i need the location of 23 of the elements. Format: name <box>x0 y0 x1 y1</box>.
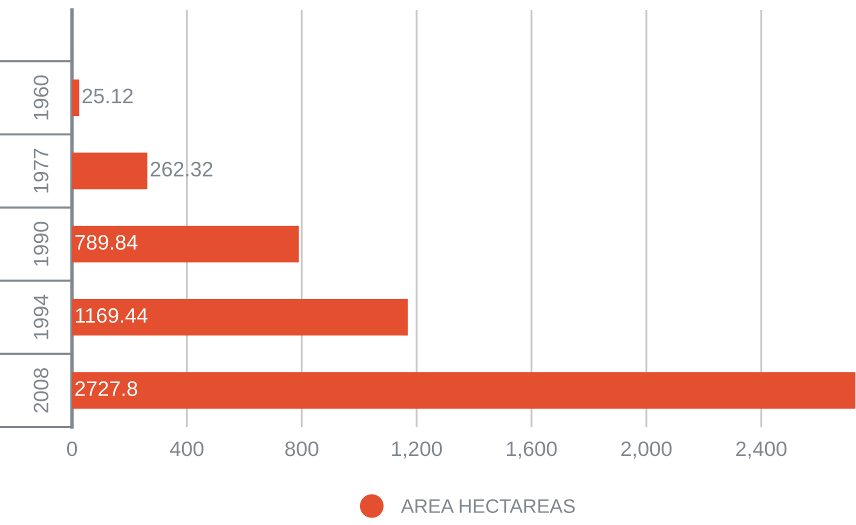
x-tick-label: 800 <box>285 441 318 456</box>
y-tick-label: 2008 <box>34 368 48 413</box>
legend-label: AREA HECTAREAS <box>400 499 575 513</box>
bar <box>72 298 408 336</box>
y-tick-label: 1977 <box>34 148 48 193</box>
x-tick-label: 0 <box>67 441 77 456</box>
x-tick-label: 2,000 <box>621 441 672 459</box>
x-tick-label: 1,600 <box>507 441 557 459</box>
y-tick-label: 1960 <box>34 75 48 120</box>
data-label: 25.12 <box>82 88 133 104</box>
x-tick-label: 400 <box>170 441 204 456</box>
x-tick-label: 1,200 <box>392 441 442 459</box>
bar <box>72 152 148 190</box>
bar <box>72 226 299 262</box>
y-tick-label: 1990 <box>34 222 48 266</box>
data-label: 262.32 <box>150 162 212 177</box>
bar <box>72 80 80 116</box>
data-label: 789.84 <box>75 234 138 250</box>
x-tick-label: 2,400 <box>736 441 786 459</box>
y-tick-label: 1994 <box>34 294 48 339</box>
data-label: 2727.8 <box>75 381 138 396</box>
data-label: 1169.44 <box>76 308 148 323</box>
bar <box>72 372 856 409</box>
